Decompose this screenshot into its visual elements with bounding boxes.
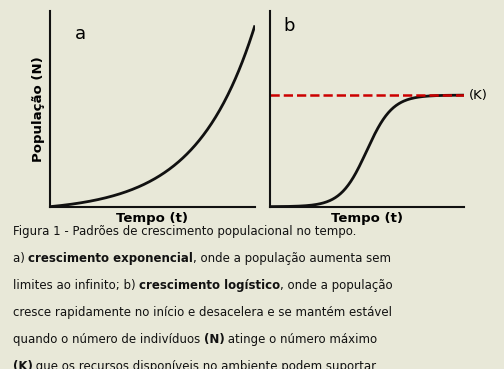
Text: a: a <box>75 25 86 43</box>
X-axis label: Tempo (t): Tempo (t) <box>116 212 188 225</box>
Text: a): a) <box>13 252 28 265</box>
Text: cresce rapidamente no início e desacelera e se mantém estável: cresce rapidamente no início e desaceler… <box>13 306 392 319</box>
Text: quando o número de indivíduos: quando o número de indivíduos <box>13 333 204 346</box>
Text: crescimento exponencial: crescimento exponencial <box>28 252 193 265</box>
Text: atinge o número máximo: atinge o número máximo <box>224 333 377 346</box>
Text: , onde a população: , onde a população <box>280 279 393 292</box>
Text: b: b <box>283 17 295 35</box>
Text: crescimento logístico: crescimento logístico <box>139 279 280 292</box>
X-axis label: Tempo (t): Tempo (t) <box>331 212 403 225</box>
Text: (K): (K) <box>13 360 32 369</box>
Text: que os recursos disponíveis no ambiente podem suportar.: que os recursos disponíveis no ambiente … <box>32 360 379 369</box>
Text: , onde a população aumenta sem: , onde a população aumenta sem <box>193 252 391 265</box>
Y-axis label: População (N): População (N) <box>32 56 45 162</box>
Text: (N): (N) <box>204 333 224 346</box>
Text: Figura 1 - Padrões de crescimento populacional no tempo.: Figura 1 - Padrões de crescimento popula… <box>13 225 356 238</box>
Text: limites ao infinito; b): limites ao infinito; b) <box>13 279 139 292</box>
Text: (K): (K) <box>469 89 487 102</box>
